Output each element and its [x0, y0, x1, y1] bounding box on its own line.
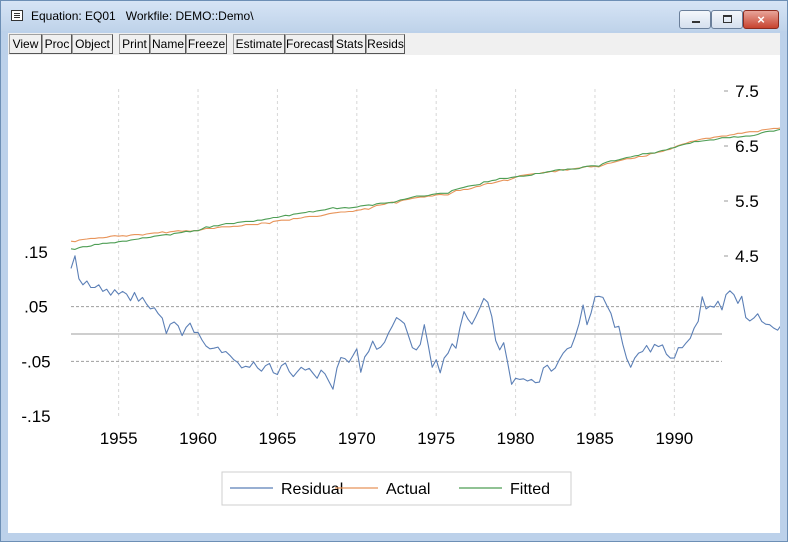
- name-button[interactable]: Name: [150, 34, 186, 54]
- left-axis-tick-label-1: .05: [24, 298, 48, 317]
- legend-label-residual: Residual: [281, 481, 343, 498]
- right-axis-tick-label-0: 7.5: [735, 82, 759, 101]
- x-tick-label-1965: 1965: [259, 429, 297, 448]
- close-button[interactable]: ×: [743, 10, 779, 29]
- system-menu-icon[interactable]: [11, 10, 23, 21]
- object-button[interactable]: Object: [72, 34, 113, 54]
- legend-label-actual: Actual: [386, 481, 430, 498]
- x-tick-label-1980: 1980: [497, 429, 535, 448]
- window-title: Equation: EQ01 Workfile: DEMO::Demo\: [31, 9, 254, 23]
- series-line-fitted: [70, 125, 788, 250]
- series-line-actual: [70, 124, 788, 243]
- forecast-button[interactable]: Forecast: [285, 34, 333, 54]
- right-axis-tick-label-1: 6.5: [735, 137, 759, 156]
- x-tick-label-1970: 1970: [338, 429, 376, 448]
- minimize-icon: [692, 21, 700, 23]
- residual-actual-fitted-chart: 1955 1960 1965 1970 1975 1980 1985 1990 .15 .05 -.…: [21, 82, 788, 506]
- series-line-residual: [70, 255, 788, 390]
- x-tick-label-1990: 1990: [655, 429, 693, 448]
- view-button[interactable]: View: [9, 34, 42, 54]
- freeze-button[interactable]: Freeze: [186, 34, 227, 54]
- resids-button[interactable]: Resids: [366, 34, 405, 54]
- x-tick-label-1985: 1985: [576, 429, 614, 448]
- close-icon: ×: [757, 12, 765, 27]
- legend-box: [221, 471, 572, 506]
- print-button[interactable]: Print: [119, 34, 150, 54]
- toolbar: View Proc Object Print Name Freeze Estim…: [8, 33, 780, 55]
- maximize-button[interactable]: [711, 10, 743, 29]
- left-axis-tick-label-2: -.05: [21, 352, 50, 371]
- estimate-button[interactable]: Estimate: [233, 34, 285, 54]
- x-tick-label-1960: 1960: [179, 429, 217, 448]
- right-axis-tick-label-2: 5.5: [735, 192, 759, 211]
- maximize-icon: [723, 15, 732, 23]
- title-bar[interactable]: Equation: EQ01 Workfile: DEMO::Demo\ ×: [1, 1, 787, 31]
- graph-canvas: 1955 1960 1965 1970 1975 1980 1985 1990 .15 .05 -.…: [8, 55, 788, 533]
- legend-label-fitted: Fitted: [510, 481, 550, 498]
- proc-button[interactable]: Proc: [42, 34, 72, 54]
- x-tick-label-1975: 1975: [417, 429, 455, 448]
- x-tick-label-1955: 1955: [100, 429, 138, 448]
- minimize-button[interactable]: [679, 10, 711, 29]
- left-axis-tick-label-0: .15: [24, 243, 48, 262]
- right-axis-tick-label-3: 4.5: [735, 247, 759, 266]
- stats-button[interactable]: Stats: [333, 34, 366, 54]
- left-axis-tick-label-3: -.15: [21, 407, 50, 426]
